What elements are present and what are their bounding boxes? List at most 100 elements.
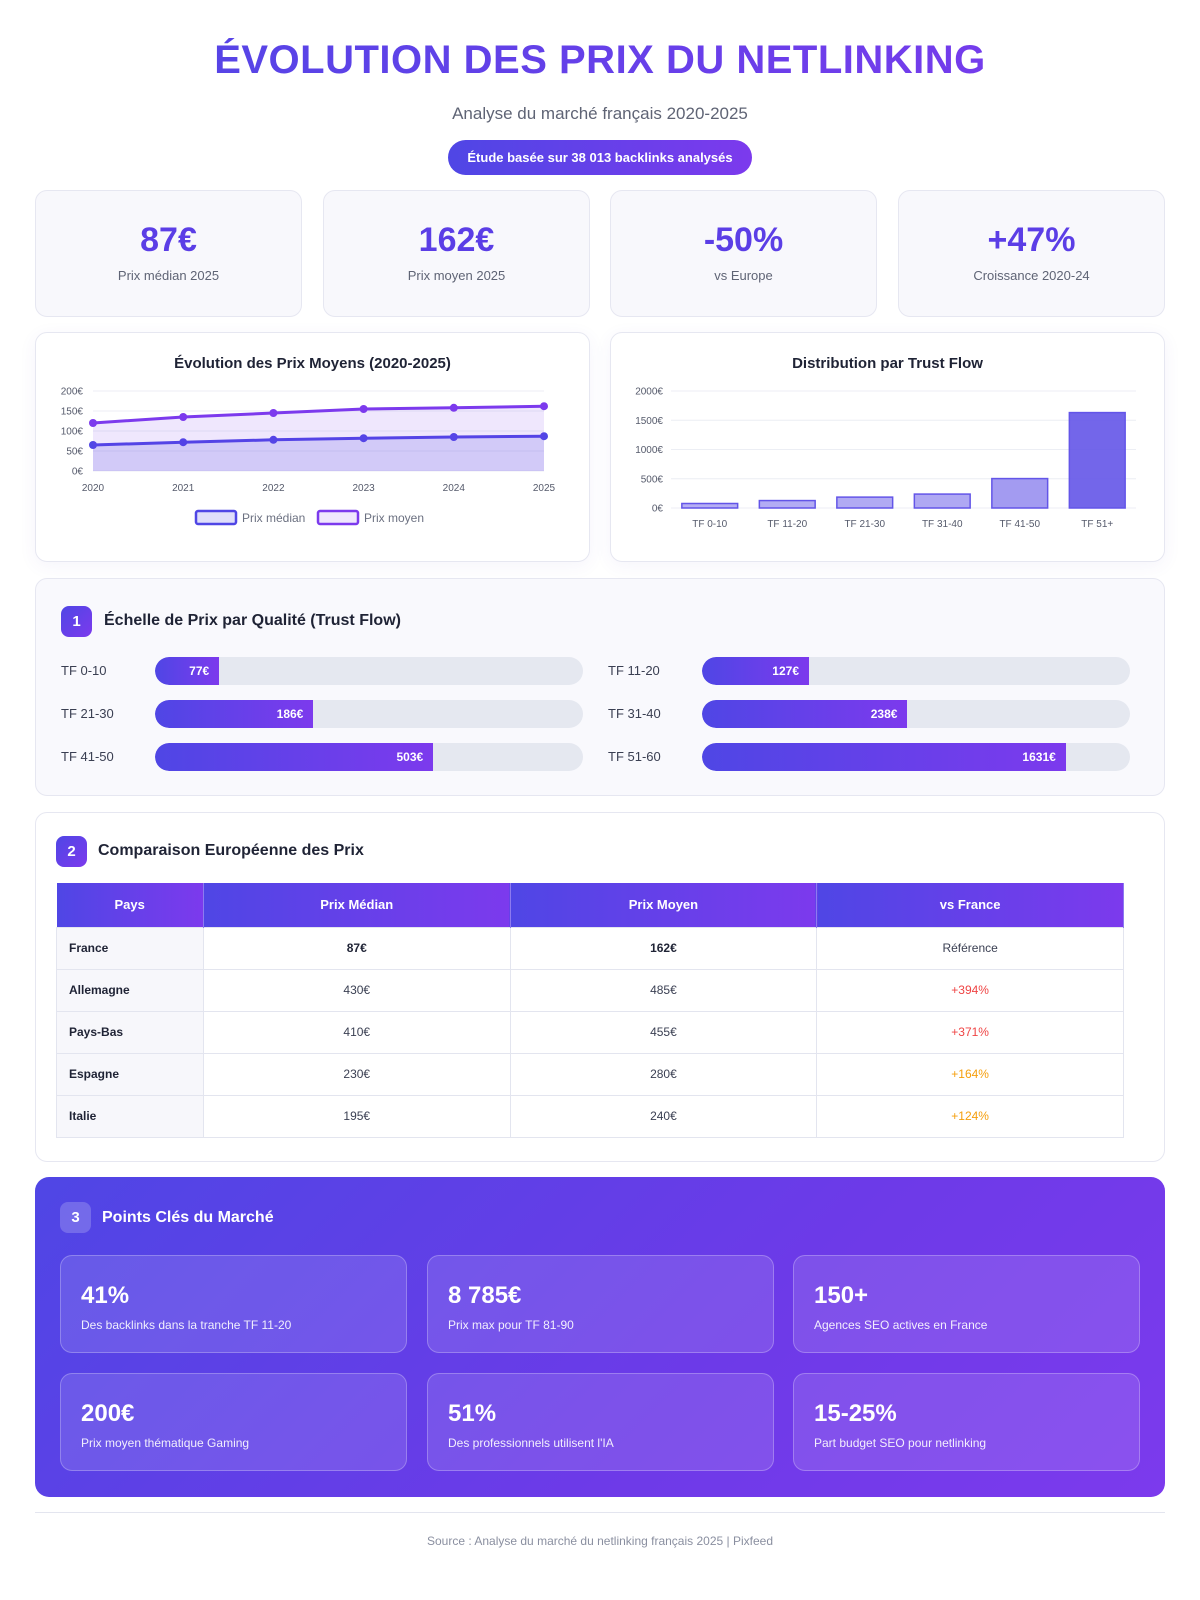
key-point-description: Des backlinks dans la tranche TF 11-20 [81,1318,292,1332]
median-cell: 87€ [202,926,511,970]
data-point [540,432,548,441]
tf-fill: 503€ [155,743,434,771]
key-point-value: 200€ [81,1400,135,1427]
chart-title: Évolution des Prix Moyens (2020-2025) [174,355,451,372]
key-point-card: 150+ Agences SEO actives en France [793,1255,1140,1353]
tf-value: 238€ [870,707,898,721]
tf-track: 127€ [702,657,1130,685]
kpi-value: +47% [987,221,1076,259]
europe-comparison-section: 2 Comparaison Européenne des Prix Pays P… [35,812,1165,1162]
tf-track: 1631€ [702,743,1130,771]
tf-row: TF 41-50 503€ [61,743,591,771]
country-cell: France [56,926,204,970]
page-title: ÉVOLUTION DES PRIX DU NETLINKING [0,38,1200,83]
x-tick-label: 2024 [443,483,466,494]
tf-fill: 1631€ [702,743,1066,771]
kpi-label: vs Europe [714,268,773,283]
table-row: Allemagne 430€ 485€ +394% [56,968,1124,1012]
diff-cell: +371% [816,1010,1124,1054]
legend-label: Prix médian [242,511,305,525]
section-number: 3 [60,1202,91,1233]
tf-track: 238€ [702,700,1130,728]
mean-cell: 455€ [509,1010,818,1054]
data-point [269,409,278,417]
tf-track: 503€ [155,743,583,771]
diff-cell: +124% [816,1094,1124,1138]
kpi-card-europe: -50% vs Europe [610,190,877,317]
series-line [92,434,545,447]
price-evolution-card: Évolution des Prix Moyens (2020-2025) 0€… [35,332,590,562]
page-subtitle: Analyse du marché français 2020-2025 [452,104,748,123]
price-scale-section: 1 Échelle de Prix par Qualité (Trust Flo… [35,578,1165,796]
column-header: vs France [816,883,1124,927]
country-cell: Espagne [56,1052,204,1096]
tf-label: TF 21-30 [61,706,114,721]
table-row: Espagne 230€ 280€ +164% [56,1052,1124,1096]
tf-row: TF 51-60 1631€ [608,743,1138,771]
data-point [449,403,458,412]
tf-label: TF 11-20 [608,663,660,678]
key-point-value: 15-25% [814,1400,897,1427]
tf-value: 186€ [276,707,304,721]
legend-label: Prix moyen [364,511,424,525]
key-point-description: Prix max pour TF 81-90 [448,1318,574,1332]
key-point-card: 200€ Prix moyen thématique Gaming [60,1373,407,1471]
y-tick-label: 1500€ [635,416,663,427]
kpi-label: Prix moyen 2025 [407,268,506,283]
mean-cell: 240€ [509,1094,818,1138]
data-point [540,402,548,411]
section-title: Points Clés du Marché [102,1209,274,1226]
tf-fill: 127€ [702,657,809,685]
section-title: Échelle de Prix par Qualité (Trust Flow) [104,612,401,629]
data-point [89,441,97,449]
section-title: Comparaison Européenne des Prix [98,842,364,859]
bar [681,502,739,509]
diff-cell: +164% [816,1052,1124,1096]
key-point-value: 150+ [814,1282,869,1309]
data-point [449,433,458,441]
column-header: Prix Médian [203,883,511,927]
kpi-value: 87€ [140,221,197,259]
legend-swatch [194,509,238,526]
tf-fill: 238€ [702,700,908,728]
x-tick-label: 2022 [262,483,285,494]
table-row: France 87€ 162€ Référence [56,926,1124,970]
x-tick-label: 2020 [82,483,105,494]
median-cell: 230€ [202,1052,511,1096]
bar [1068,411,1126,509]
column-header: Pays [56,883,204,927]
median-cell: 195€ [202,1094,511,1138]
data-point [89,419,97,427]
study-badge: Étude basée sur 38 013 backlinks analysé… [448,140,752,175]
data-point [179,438,188,447]
bar [758,499,816,509]
y-tick-label: 0€ [652,504,664,515]
series-line [92,404,545,425]
series-area [93,436,544,471]
data-point [359,405,368,413]
x-tick-label: TF 41-50 [999,519,1040,530]
key-point-value: 51% [448,1400,497,1427]
y-tick-label: 100€ [61,427,84,438]
key-point-card: 8 785€ Prix max pour TF 81-90 [427,1255,774,1353]
tf-row: TF 21-30 186€ [61,700,591,728]
tf-row: TF 0-10 77€ [61,657,591,685]
kpi-label: Prix médian 2025 [117,268,220,283]
footer-divider [35,1512,1165,1513]
x-tick-label: TF 51+ [1081,519,1113,530]
y-tick-label: 150€ [61,407,84,418]
bar [991,477,1049,509]
tf-label: TF 41-50 [61,749,114,764]
x-tick-label: 2023 [352,483,375,494]
chart-title: Distribution par Trust Flow [792,355,983,372]
tf-track: 77€ [155,657,583,685]
y-tick-label: 1000€ [635,445,663,456]
key-point-card: 51% Des professionnels utilisent l'IA [427,1373,774,1471]
price-evolution-chart: 0€ 50€ 100€ 150€ 200€ 2020 2021 2022 2023 2024 202… [61,387,556,526]
y-tick-label: 200€ [61,387,84,398]
key-point-value: 8 785€ [448,1282,522,1309]
x-tick-label: 2021 [172,483,195,494]
x-tick-label: TF 31-40 [922,519,963,530]
key-point-description: Prix moyen thématique Gaming [81,1436,250,1450]
